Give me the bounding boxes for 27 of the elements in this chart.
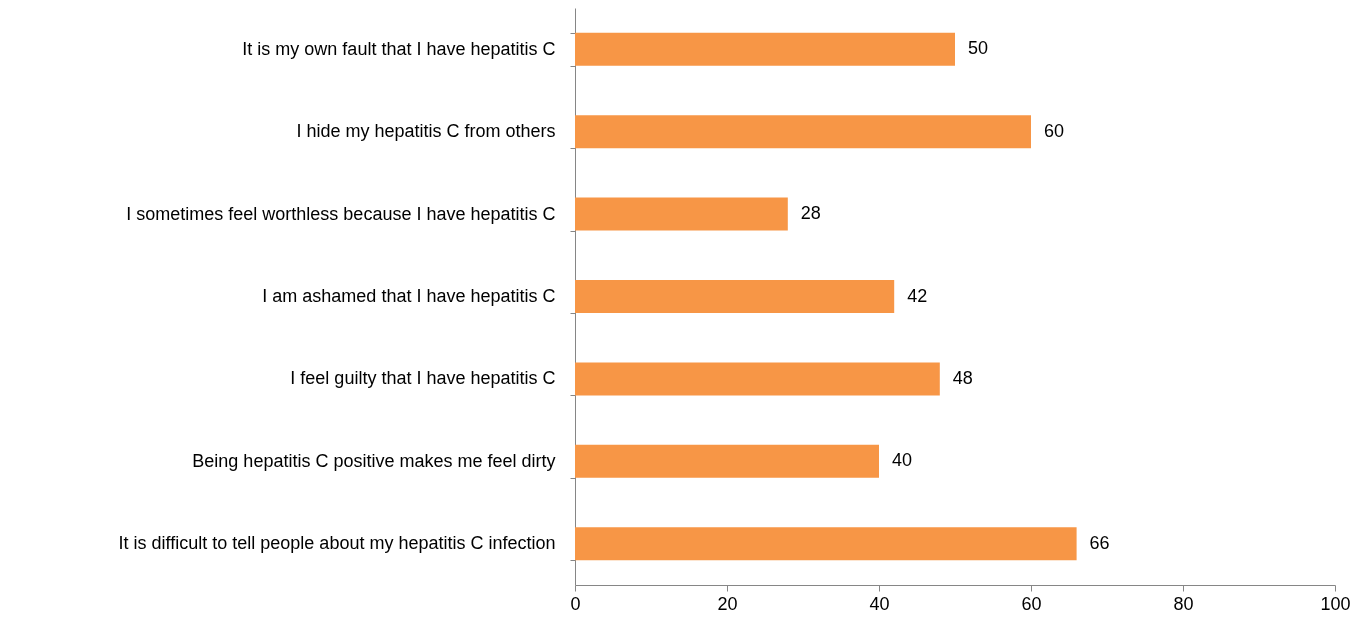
y-tick-label: Being hepatitis C positive makes me feel dirty — [192, 450, 556, 471]
x-tick-label: 20 — [717, 593, 738, 614]
y-tick-label: I hide my hepatitis C from others — [296, 121, 556, 142]
y-tick-label: I sometimes feel worthless because I have hepatitis C — [126, 203, 556, 224]
data-label: 60 — [1044, 120, 1065, 141]
y-tick-label: It is my own fault that I have hepatitis C — [242, 38, 556, 59]
x-tick-label: 60 — [1021, 593, 1042, 614]
data-label: 28 — [800, 203, 821, 224]
data-label: 48 — [952, 367, 973, 388]
bar — [575, 197, 788, 231]
data-label: 40 — [892, 450, 913, 471]
bar — [575, 362, 940, 396]
bar — [575, 527, 1077, 561]
bar — [575, 115, 1031, 149]
x-tick-label: 0 — [570, 593, 581, 614]
y-tick-label: It is difficult to tell people about my hepatitis C infection — [118, 533, 556, 554]
bar — [575, 32, 955, 66]
data-label: 42 — [907, 285, 928, 306]
y-tick-label: I feel guilty that I have hepatitis C — [290, 368, 556, 389]
bar — [575, 444, 879, 478]
y-tick-label: I am ashamed that I have hepatitis C — [262, 286, 556, 306]
x-tick-label: 100 — [1320, 593, 1351, 614]
x-tick-label: 80 — [1173, 593, 1194, 614]
bar — [575, 280, 895, 313]
data-label: 50 — [968, 38, 989, 59]
data-label: 66 — [1089, 532, 1110, 553]
x-tick-label: 40 — [869, 593, 890, 614]
